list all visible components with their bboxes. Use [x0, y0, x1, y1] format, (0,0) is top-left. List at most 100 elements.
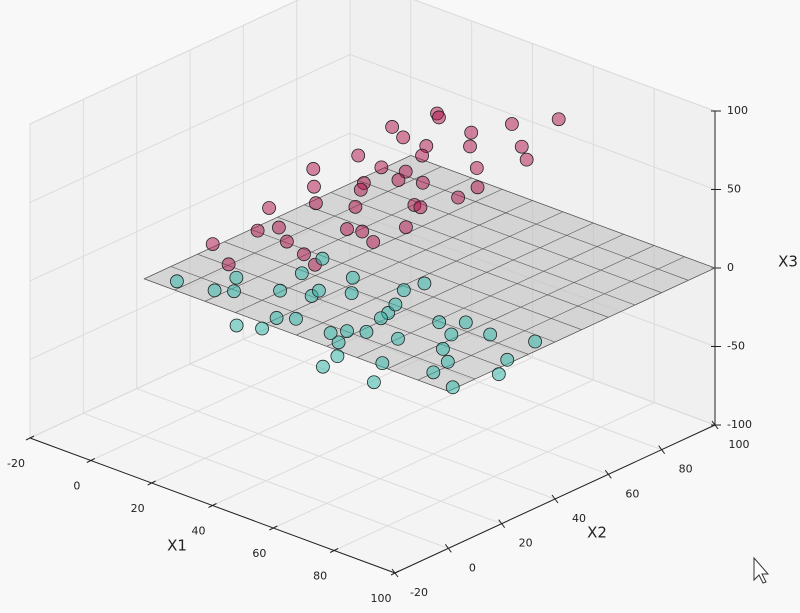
tick-mark	[329, 548, 339, 553]
x-tick-label: 0	[73, 480, 80, 493]
data-point	[464, 125, 479, 140]
plane-grid	[448, 267, 716, 392]
x-axis-title: X1	[167, 537, 187, 555]
tick-mark	[604, 470, 612, 479]
data-point	[366, 235, 381, 249]
data-point	[399, 220, 413, 235]
plane-grid	[410, 155, 716, 269]
data-point	[500, 352, 515, 367]
tick-mark	[208, 503, 217, 508]
x-tick-label: 60	[252, 547, 266, 560]
data-point	[491, 367, 506, 382]
data-point	[519, 152, 534, 167]
data-point	[415, 148, 429, 163]
plane-grid	[277, 216, 582, 330]
data-point	[359, 325, 374, 339]
y-tick-label: 100	[729, 438, 750, 451]
mouse-cursor	[753, 556, 770, 584]
data-point	[340, 222, 354, 236]
y-tick-label: 60	[625, 487, 639, 500]
data-point	[306, 162, 321, 176]
z-tick-label: 50	[727, 183, 741, 196]
data-point	[351, 148, 366, 163]
data-point	[375, 356, 390, 371]
data-point	[396, 130, 411, 145]
data-point	[272, 220, 286, 235]
z-tick-label: -100	[727, 418, 752, 431]
plane-grid	[357, 179, 662, 293]
data-point	[205, 237, 220, 251]
data-point	[374, 311, 388, 326]
data-point	[262, 201, 276, 215]
data-point	[307, 179, 321, 194]
grid-line	[243, 338, 609, 475]
z-tick-label: 100	[727, 104, 748, 117]
data-point	[528, 334, 542, 349]
data-point	[396, 283, 411, 298]
data-point	[451, 190, 466, 205]
data-point	[229, 318, 244, 333]
grid-line	[136, 388, 502, 525]
data-point	[505, 117, 519, 131]
plane-grid	[330, 192, 636, 306]
data-point	[551, 112, 566, 127]
data-point	[340, 324, 354, 339]
plane-grid	[304, 204, 609, 318]
grid-line	[29, 54, 351, 203]
data-point	[391, 173, 406, 187]
grid-line	[189, 363, 556, 500]
grid-line	[349, 54, 716, 190]
data-point	[315, 251, 330, 266]
grid-line	[29, 132, 351, 282]
data-point	[415, 175, 430, 190]
data-point	[458, 315, 473, 330]
x-tick-label: -20	[7, 457, 25, 470]
data-point	[367, 375, 381, 390]
data-point	[514, 139, 529, 154]
tick-mark	[658, 445, 666, 454]
z-tick-label: 0	[727, 261, 734, 274]
data-point	[417, 276, 432, 291]
data-point	[463, 139, 477, 154]
data-point	[308, 196, 323, 211]
z-axis-title: X3	[778, 253, 798, 271]
plane-grid	[326, 222, 594, 347]
y-tick-label: 80	[679, 463, 693, 476]
data-point	[316, 359, 330, 374]
data-point	[374, 160, 389, 175]
x-tick-label: 100	[371, 592, 392, 605]
data-point	[440, 354, 455, 369]
data-point	[221, 257, 236, 272]
data-point	[436, 341, 450, 356]
y-tick-label: 40	[572, 512, 586, 525]
data-point	[250, 223, 265, 238]
data-point	[297, 247, 311, 262]
tick-mark	[25, 435, 35, 441]
data-point	[331, 335, 346, 350]
y-tick-label: 20	[519, 537, 533, 550]
y-axis-title: X2	[587, 524, 607, 542]
data-point	[432, 110, 446, 125]
data-point	[229, 270, 244, 285]
x-tick-label: 40	[192, 525, 206, 538]
data-point	[353, 182, 368, 197]
data-point	[227, 284, 241, 299]
data-point	[385, 120, 400, 134]
plane-grid	[387, 245, 655, 370]
data-point	[355, 224, 370, 239]
data-point	[388, 297, 403, 312]
tick-mark	[391, 568, 399, 578]
tick-mark	[147, 480, 156, 486]
y-tick-label: -20	[410, 586, 428, 599]
data-layer	[143, 106, 716, 395]
data-point	[294, 266, 309, 281]
data-point	[323, 326, 338, 340]
data-point	[469, 161, 484, 175]
plane-grid	[384, 167, 689, 281]
data-point	[391, 331, 405, 346]
tick-mark	[498, 519, 506, 528]
tick-mark	[551, 494, 559, 504]
z-tick-label: -50	[727, 340, 745, 353]
data-point	[413, 200, 428, 215]
